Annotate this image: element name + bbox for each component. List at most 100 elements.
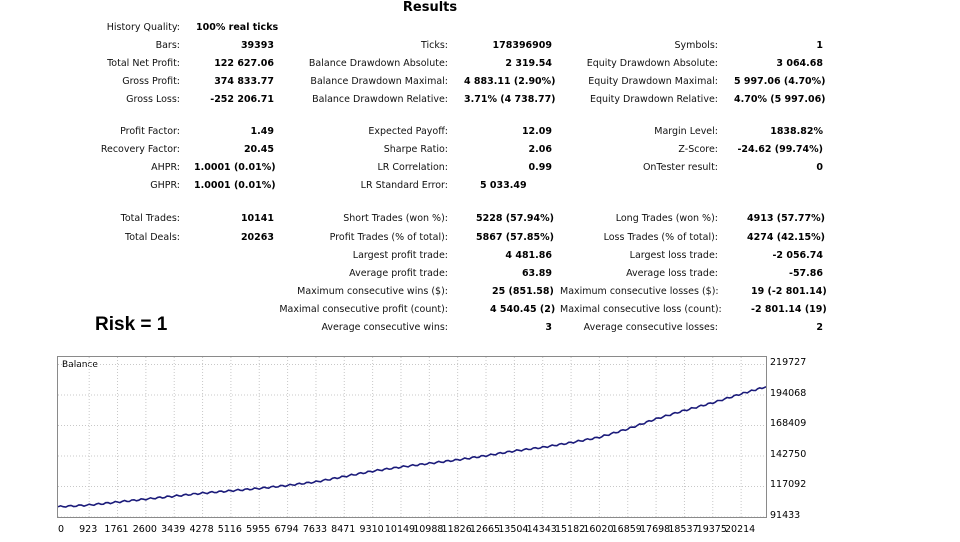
lr-standard-error-value: 5 033.49 <box>480 180 527 191</box>
x-tick-label: 10149 <box>384 524 416 535</box>
sharpe-ratio-label: Sharpe Ratio: <box>383 144 448 155</box>
lr-correlation-label: LR Correlation: <box>377 162 449 173</box>
sharpe-ratio-value: 2.06 <box>528 144 552 155</box>
balance-chart: Balance <box>57 356 767 518</box>
gross-loss-value: -252 206.71 <box>210 94 274 105</box>
average-consecutive-losses-value: 2 <box>816 322 823 333</box>
average-profit-trade-label: Average profit trade: <box>349 268 448 279</box>
y-tick-label: 219727 <box>770 357 807 369</box>
x-tick-label: 8471 <box>331 524 356 535</box>
z-score-label: Z-Score: <box>678 144 718 155</box>
x-tick-label: 2600 <box>132 524 157 535</box>
x-tick-label: 13504 <box>498 524 529 535</box>
x-tick-label: 5955 <box>246 524 271 535</box>
profit-factor-label: Profit Factor: <box>120 126 180 137</box>
expected-payoff-value: 12.09 <box>521 126 552 137</box>
profit-trades-value: 5867 (57.85%) <box>476 232 554 243</box>
symbols-label: Symbols: <box>674 40 718 51</box>
y-tick-label: 142750 <box>770 448 807 460</box>
y-tick-label: 91433 <box>770 510 801 521</box>
balance-drawdown-maximal-value: 4 883.11 (2.90%) <box>464 76 556 87</box>
total-deals-value: 20263 <box>240 232 274 243</box>
lr-standard-error-label: LR Standard Error: <box>360 180 448 191</box>
x-tick-label: 16859 <box>611 524 642 535</box>
results-title: Results <box>402 0 458 15</box>
largest-loss-trade-label: Largest loss trade: <box>629 250 718 261</box>
balance-series-line <box>58 385 766 508</box>
equity-drawdown-relative-label: Equity Drawdown Relative: <box>589 94 718 105</box>
x-tick-label: 20214 <box>725 524 756 535</box>
total-net-profit-label: Total Net Profit: <box>107 58 180 69</box>
x-tick-label: 12665 <box>469 524 501 535</box>
gross-profit-value: 374 833.77 <box>214 76 274 87</box>
ghpr-value: 1.0001 (0.01%) <box>194 180 276 191</box>
short-trades-value: 5228 (57.94%) <box>476 213 554 224</box>
symbols-value: 1 <box>816 40 823 51</box>
profit-trades-label: Profit Trades (% of total): <box>329 232 448 243</box>
expected-payoff-label: Expected Payoff: <box>368 126 448 137</box>
history-quality-value: 100% real ticks <box>196 22 279 33</box>
equity-drawdown-maximal-label: Equity Drawdown Maximal: <box>588 76 718 87</box>
x-tick-label: 18537 <box>668 524 699 535</box>
maximal-consecutive-loss-label: Maximal consecutive loss (count): <box>560 304 722 315</box>
total-trades-label: Total Trades: <box>120 213 180 224</box>
recovery-factor-label: Recovery Factor: <box>100 144 180 155</box>
total-trades-value: 10141 <box>240 213 274 224</box>
maximal-consecutive-profit-value: 4 540.45 (2) <box>490 304 556 315</box>
ticks-label: Ticks: <box>420 40 448 51</box>
loss-trades-value: 4274 (42.15%) <box>747 232 825 243</box>
largest-profit-trade-value: 4 481.86 <box>505 250 552 261</box>
balance-drawdown-maximal-label: Balance Drawdown Maximal: <box>310 76 448 87</box>
maximal-consecutive-profit-label: Maximal consecutive profit (count): <box>279 304 448 315</box>
average-loss-trade-value: -57.86 <box>789 268 823 279</box>
x-tick-label: 16020 <box>583 524 614 535</box>
y-tick-label: 117092 <box>770 479 807 491</box>
profit-factor-value: 1.49 <box>250 126 274 137</box>
average-profit-trade-value: 63.89 <box>521 268 552 279</box>
equity-drawdown-absolute-value: 3 064.68 <box>776 58 823 69</box>
balance-drawdown-relative-value: 3.71% (4 738.77) <box>464 94 556 105</box>
x-tick-label: 14343 <box>526 524 557 535</box>
total-deals-label: Total Deals: <box>125 232 180 243</box>
maximal-consecutive-loss-value: -2 801.14 (19) <box>751 304 827 315</box>
long-trades-label: Long Trades (won %): <box>615 213 718 224</box>
chart-title: Balance <box>62 360 98 370</box>
ahpr-value: 1.0001 (0.01%) <box>194 162 276 173</box>
ahpr-label: AHPR: <box>151 162 180 173</box>
balance-drawdown-relative-label: Balance Drawdown Relative: <box>312 94 448 105</box>
average-consecutive-losses-label: Average consecutive losses: <box>583 322 718 333</box>
equity-drawdown-relative-value: 4.70% (5 997.06) <box>734 94 826 105</box>
z-score-value: -24.62 (99.74%) <box>737 144 823 155</box>
equity-drawdown-maximal-value: 5 997.06 (4.70%) <box>734 76 826 87</box>
y-tick-label: 194068 <box>770 387 807 399</box>
gross-profit-label: Gross Profit: <box>122 76 180 87</box>
x-tick-label: 7633 <box>302 524 328 535</box>
x-tick-label: 10988 <box>413 524 444 535</box>
recovery-factor-value: 20.45 <box>243 144 274 155</box>
average-consecutive-wins-label: Average consecutive wins: <box>321 322 448 333</box>
ticks-value: 178396909 <box>492 40 553 51</box>
x-tick-label: 5116 <box>217 524 242 535</box>
x-tick-label: 17698 <box>639 524 671 535</box>
x-tick-label: 0 <box>57 524 65 535</box>
ontester-result-label: OnTester result: <box>642 162 718 173</box>
bars-label: Bars: <box>155 40 180 51</box>
x-tick-label: 11826 <box>441 524 472 535</box>
ontester-result-value: 0 <box>816 162 823 173</box>
short-trades-label: Short Trades (won %): <box>343 213 448 224</box>
largest-loss-trade-value: -2 056.74 <box>772 250 823 261</box>
y-tick-label: 168409 <box>770 418 807 430</box>
total-net-profit-value: 122 627.06 <box>214 58 274 69</box>
gross-loss-label: Gross Loss: <box>126 94 180 105</box>
maximum-consecutive-losses-label: Maximum consecutive losses ($): <box>560 286 719 297</box>
balance-chart-plot <box>58 357 766 517</box>
x-tick-label: 9310 <box>359 524 384 535</box>
maximum-consecutive-wins-value: 25 (851.58) <box>492 286 554 297</box>
x-tick-label: 4278 <box>189 524 214 535</box>
risk-label: Risk = 1 <box>95 314 168 335</box>
x-tick-label: 3439 <box>161 524 186 535</box>
largest-profit-trade-label: Largest profit trade: <box>352 250 448 261</box>
x-tick-label: 19375 <box>696 524 727 535</box>
bars-value: 39393 <box>240 40 274 51</box>
history-quality-label: History Quality: <box>106 22 180 33</box>
